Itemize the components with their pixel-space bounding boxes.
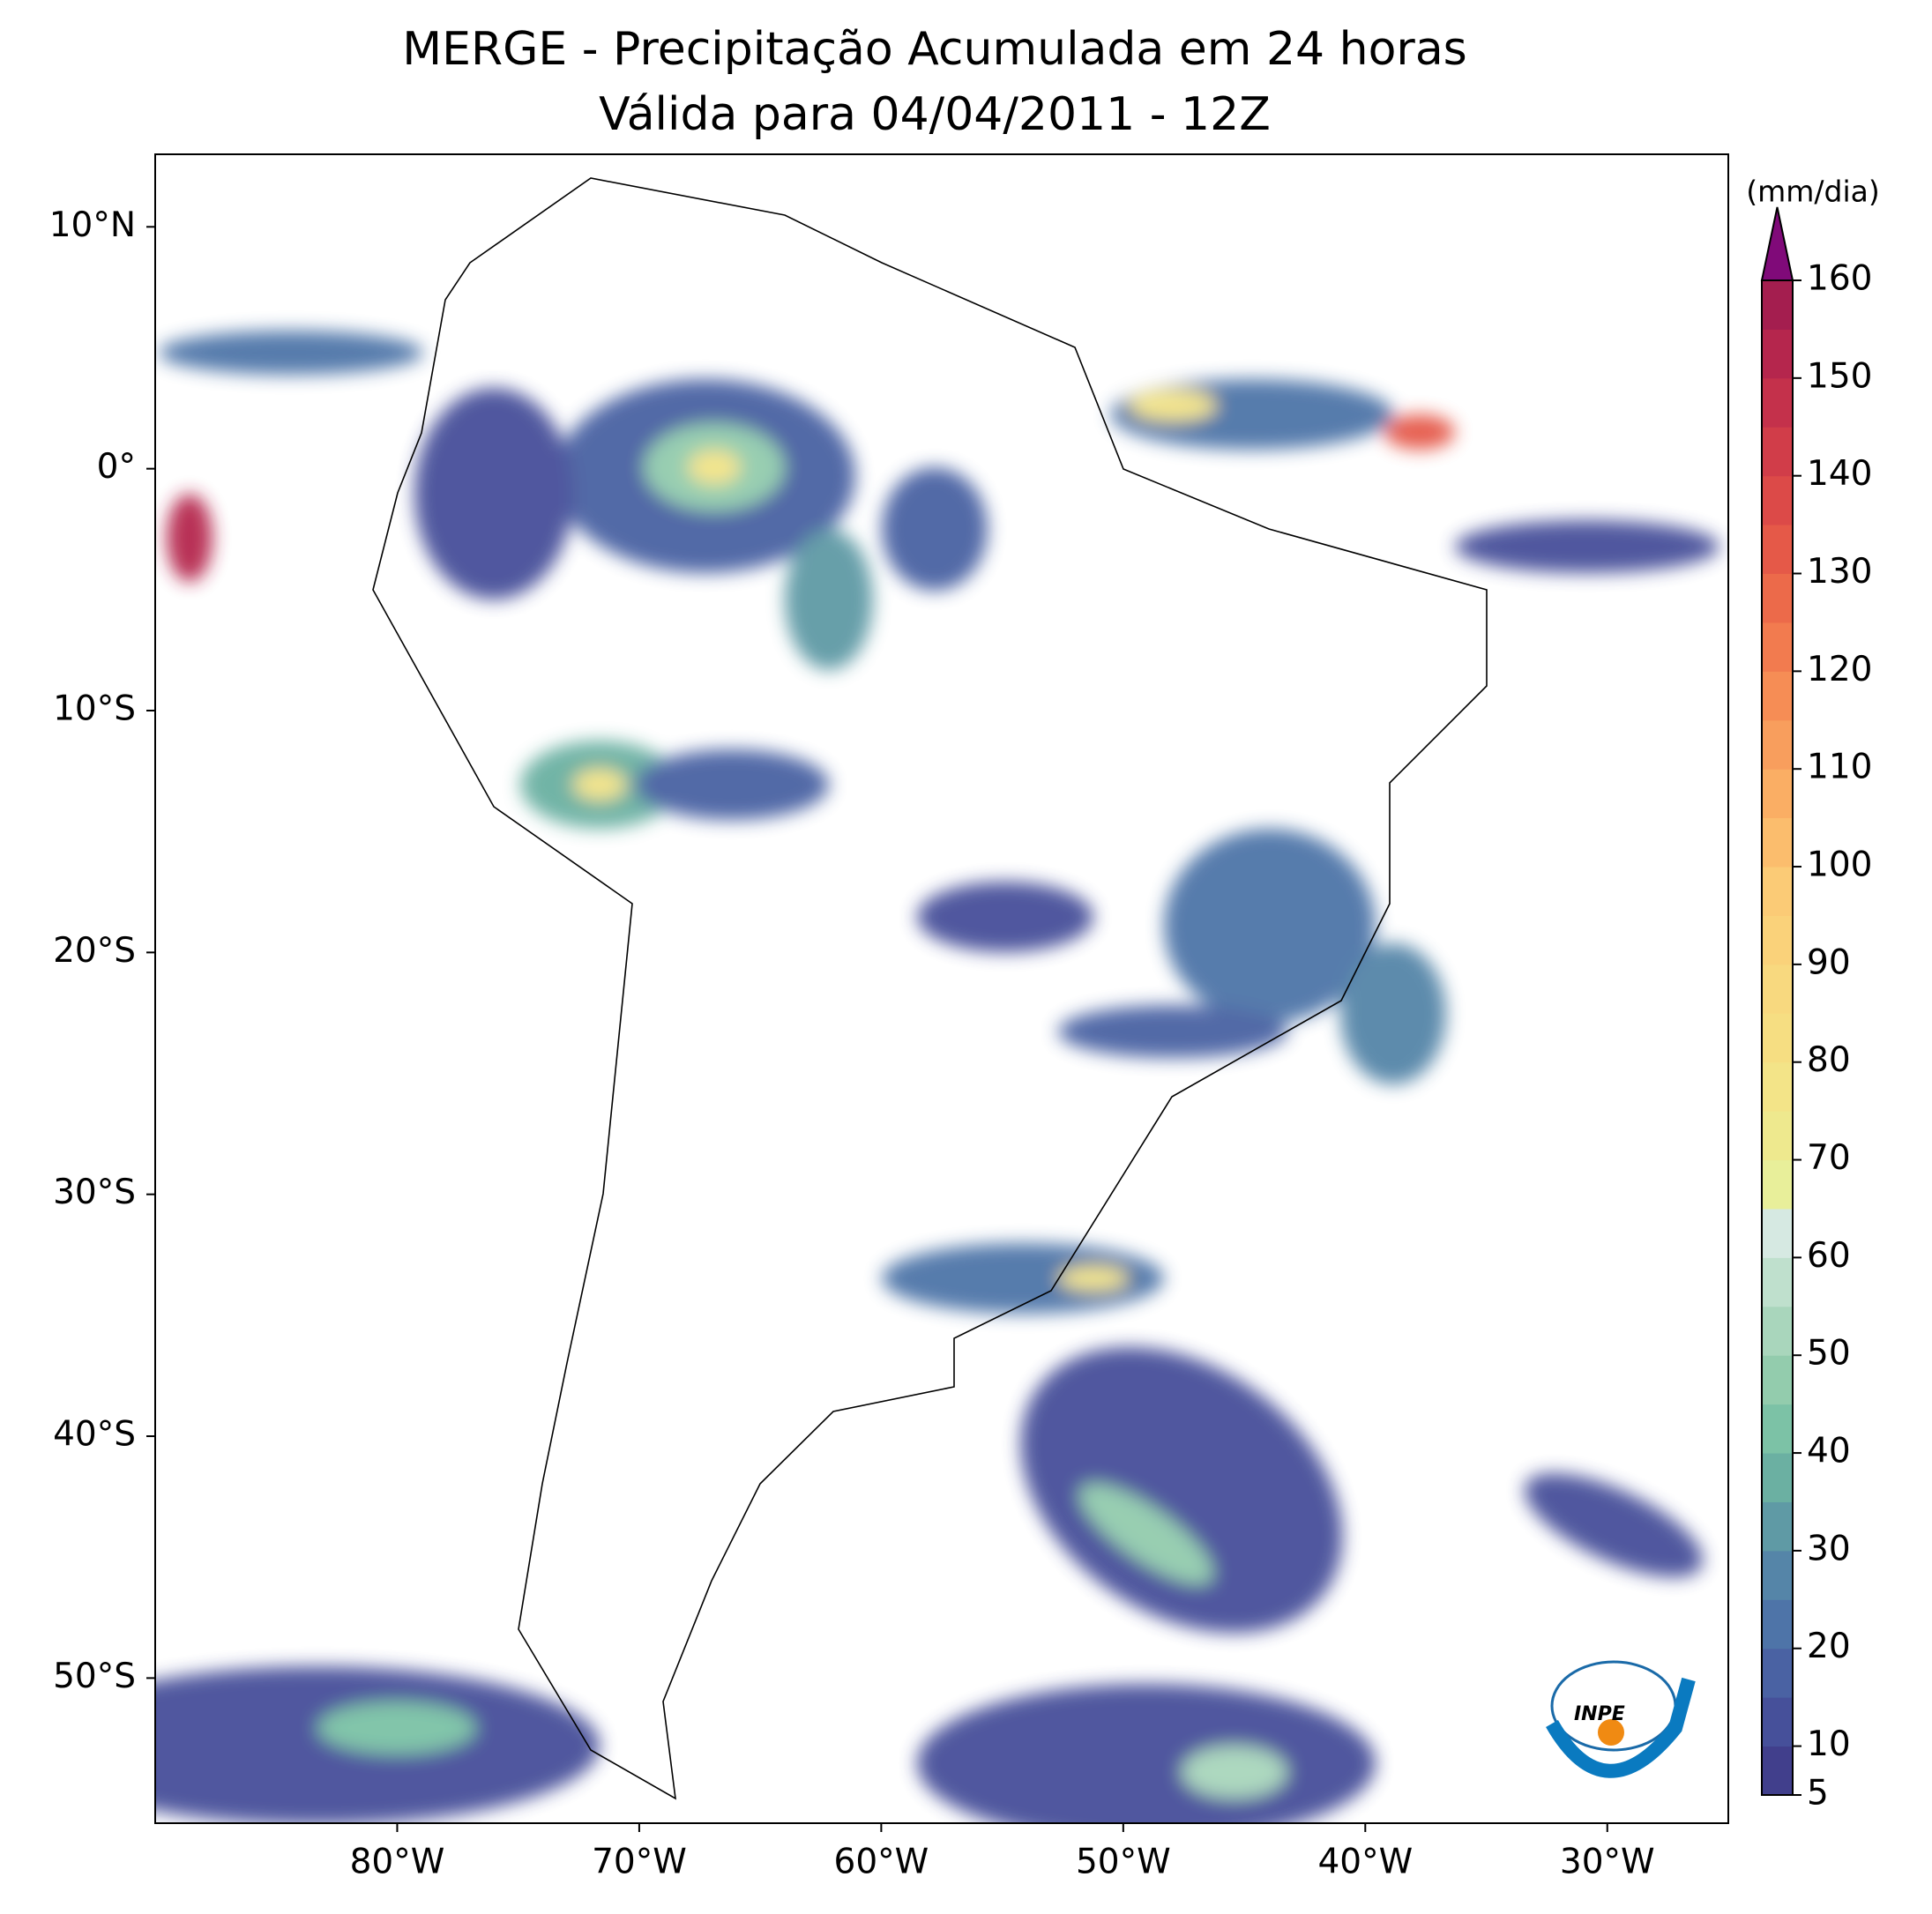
colorbar-tick-label: 140 xyxy=(1807,454,1872,494)
colorbar-segment xyxy=(1762,1013,1793,1063)
colorbar-tick-label: 40 xyxy=(1807,1432,1851,1471)
y-tick-label: 10°N xyxy=(49,205,136,245)
colorbar-segment xyxy=(1762,427,1793,477)
colorbar-tick-label: 100 xyxy=(1807,845,1872,885)
precip-area xyxy=(1455,520,1719,573)
colorbar-tick-label: 90 xyxy=(1807,942,1851,982)
colorbar-tick-label: 50 xyxy=(1807,1334,1851,1374)
colorbar-tick-label: 70 xyxy=(1807,1138,1851,1178)
colorbar-segment xyxy=(1762,1746,1793,1796)
colorbar-segment xyxy=(1762,1648,1793,1698)
precip-area xyxy=(1058,1266,1129,1291)
precipitation-field xyxy=(155,331,1719,1823)
colorbar-tick-label: 80 xyxy=(1807,1040,1851,1080)
precip-area xyxy=(1129,390,1217,421)
y-tick-label: 40°S xyxy=(53,1415,136,1455)
precip-area xyxy=(1058,1005,1287,1058)
colorbar-segment xyxy=(1762,280,1793,330)
logo-arrow xyxy=(1546,1677,1696,1778)
y-tick-label: 20°S xyxy=(53,931,136,971)
precip-area xyxy=(917,1684,1376,1823)
precip-area xyxy=(882,467,988,591)
title: MERGE - Precipitação Acumulada em 24 hor… xyxy=(402,23,1467,76)
colorbar-segment xyxy=(1762,1550,1793,1600)
colorbar-tick-label: 10 xyxy=(1807,1724,1851,1764)
colorbar-segment xyxy=(1762,964,1793,1014)
precip-area xyxy=(1020,1346,1343,1634)
precip-area xyxy=(635,749,829,820)
colorbar-segment xyxy=(1762,525,1793,575)
colorbar-segment xyxy=(1762,1208,1793,1258)
y-tick-label: 30°S xyxy=(53,1173,136,1212)
y-tick-label: 10°S xyxy=(53,689,136,729)
x-tick-label: 60°W xyxy=(834,1843,929,1882)
colorbar-segment xyxy=(1762,769,1793,819)
logo-text: INPE xyxy=(1574,1703,1625,1725)
x-tick-label: 50°W xyxy=(1076,1843,1171,1882)
x-tick-label: 30°W xyxy=(1560,1843,1655,1882)
colorbar-segment xyxy=(1762,719,1793,770)
colorbar-extend xyxy=(1760,206,1794,281)
colorbar-segment xyxy=(1762,1355,1793,1405)
colorbar-tick-label: 130 xyxy=(1807,552,1872,592)
precip-area xyxy=(1384,414,1455,450)
precip-area xyxy=(1340,943,1446,1084)
precip-area xyxy=(917,882,1093,952)
y-tick-label: 0° xyxy=(97,447,136,487)
precip-area xyxy=(414,388,573,600)
colorbar-segment xyxy=(1762,817,1793,868)
colorbar-unit: (mm/dia) xyxy=(1746,175,1880,209)
colorbar-frame xyxy=(1761,279,1794,1796)
colorbar-segment xyxy=(1762,1697,1793,1747)
colorbar-tick-label: 20 xyxy=(1807,1627,1851,1666)
colorbar-tick-label: 150 xyxy=(1807,356,1872,396)
precip-area xyxy=(317,1702,476,1754)
x-tick-label: 70°W xyxy=(592,1843,687,1882)
precip-area xyxy=(1524,1473,1704,1577)
precip-area xyxy=(159,331,423,375)
colorbar-tick-label: 30 xyxy=(1807,1529,1851,1568)
colorbar-segment xyxy=(1762,1306,1793,1356)
colorbar-segment xyxy=(1762,622,1793,672)
colorbar-segment xyxy=(1762,1599,1793,1650)
precip-area xyxy=(785,529,873,670)
x-tick-label: 40°W xyxy=(1317,1843,1413,1882)
precip-area xyxy=(1079,1483,1213,1585)
colorbar-tick-label: 110 xyxy=(1807,748,1872,787)
colorbar-segment xyxy=(1762,1159,1793,1210)
colorbar-segment xyxy=(1762,1111,1793,1161)
colorbar-segment xyxy=(1762,1453,1793,1502)
precip-area xyxy=(1164,829,1376,1023)
coastline xyxy=(372,177,1488,1800)
logo: INPE xyxy=(1546,1660,1696,1778)
precip-area xyxy=(688,450,741,485)
colorbar-segment xyxy=(1762,1257,1793,1307)
colorbar-tick-label: 60 xyxy=(1807,1236,1851,1276)
precip-area xyxy=(167,494,213,582)
colorbar-tick-label: 120 xyxy=(1807,650,1872,689)
colorbar-segment xyxy=(1762,329,1793,379)
colorbar-tick-label: 160 xyxy=(1807,259,1872,299)
precip-area xyxy=(1182,1746,1287,1799)
precip-area xyxy=(573,769,626,801)
subtitle: Válida para 04/04/2011 - 12Z xyxy=(599,88,1271,141)
logo-sun xyxy=(1598,1719,1624,1746)
y-tick-label: 50°S xyxy=(53,1657,136,1696)
colorbar-segment xyxy=(1762,1061,1793,1112)
colorbar-segment xyxy=(1762,867,1793,916)
colorbar-segment xyxy=(1762,671,1793,721)
colorbar-segment xyxy=(1762,1501,1793,1552)
colorbar-segment xyxy=(1762,1404,1793,1454)
colorbar-segment xyxy=(1762,573,1793,623)
precip-area xyxy=(882,1243,1164,1314)
map-frame xyxy=(154,153,1729,1824)
colorbar-tick-label: 5 xyxy=(1807,1774,1829,1813)
colorbar-segment xyxy=(1762,475,1793,525)
colorbar-segment xyxy=(1762,915,1793,965)
colorbar-segment xyxy=(1762,377,1793,428)
x-tick-label: 80°W xyxy=(350,1843,445,1882)
